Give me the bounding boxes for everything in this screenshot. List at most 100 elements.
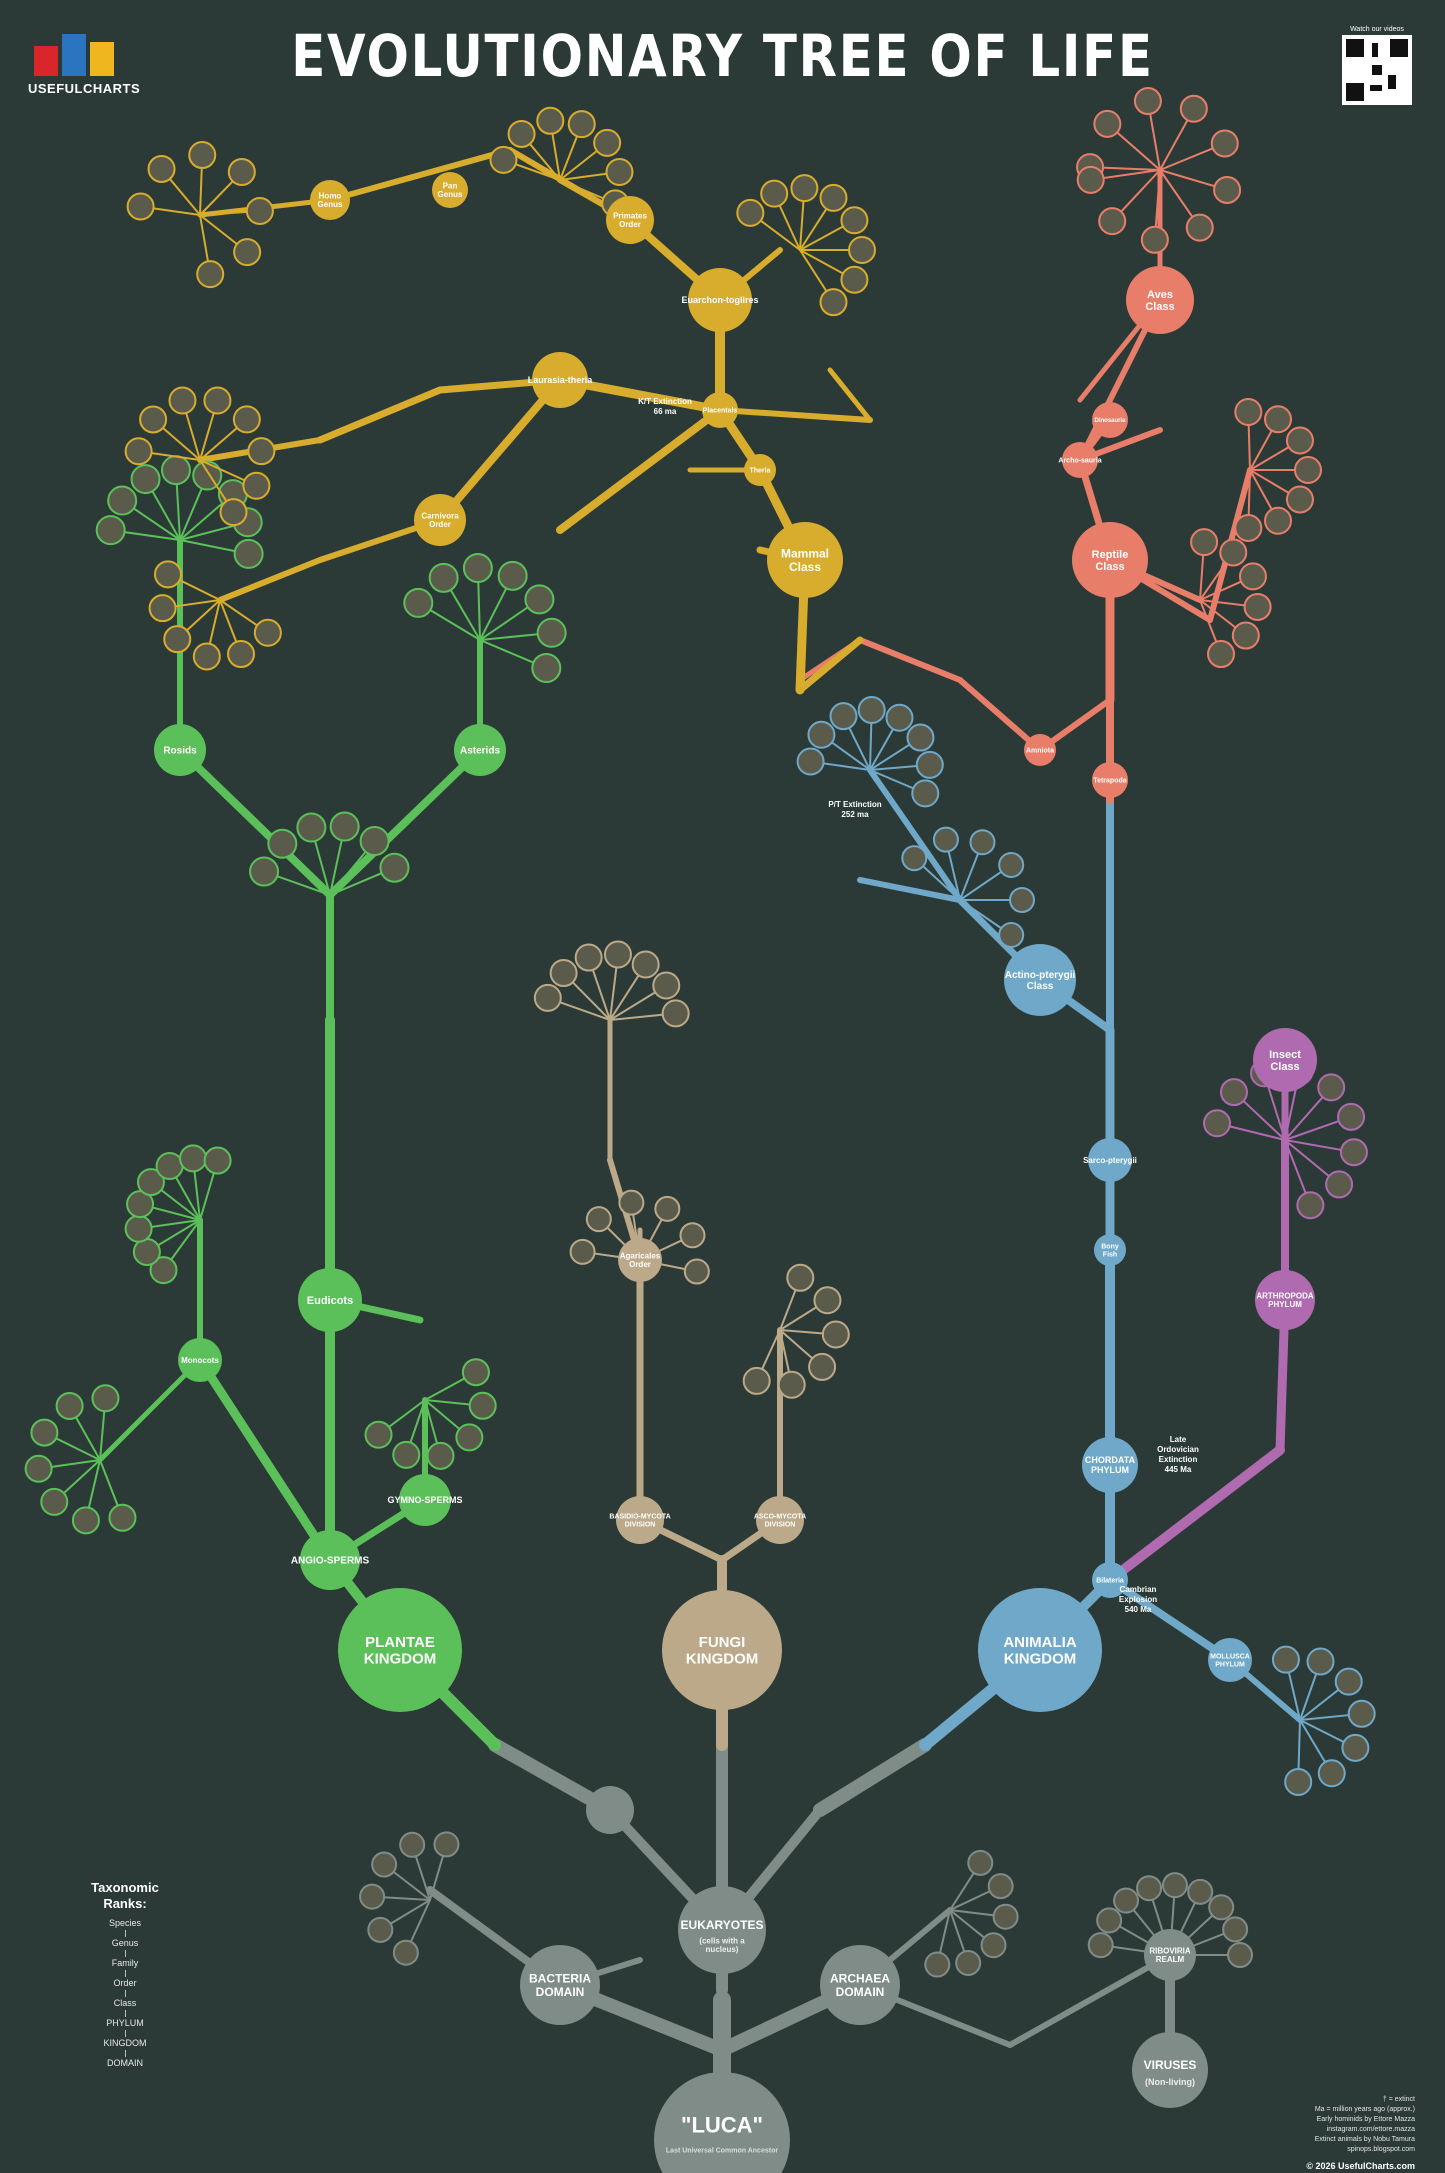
- organism-photo: [40, 1487, 69, 1516]
- organism-photo: [403, 587, 434, 618]
- branch: [1007, 1952, 1173, 2048]
- qr-code-block[interactable]: Watch our videos: [1339, 26, 1415, 105]
- euarchontoglires-node: [688, 268, 752, 332]
- organism-photo: [1306, 1647, 1335, 1676]
- qr-code-icon: [1342, 35, 1412, 105]
- bony-fish-label: Bony Fish: [1101, 1244, 1119, 1259]
- branch: [195, 1355, 335, 1565]
- organism-photo: [1222, 1916, 1249, 1943]
- branch: [316, 386, 444, 444]
- organism-photo: [760, 179, 789, 208]
- organism-photo: [71, 1506, 100, 1535]
- luca-node: [654, 2072, 790, 2173]
- organism-photo: [168, 386, 197, 415]
- organism-photo: [426, 1441, 455, 1470]
- pt-extinction-note: P/T Extinction 252 ma: [820, 800, 890, 820]
- organism-photo: [497, 560, 528, 591]
- organism-photo: [1161, 1872, 1188, 1899]
- organism-photo: [428, 562, 459, 593]
- organism-photo: [489, 145, 518, 174]
- organism-photo: [1093, 109, 1122, 138]
- organism-photo: [567, 110, 596, 139]
- branch: [957, 677, 1043, 753]
- credit-hominids-link[interactable]: instagram.com/ettore.mazza: [1326, 2126, 1415, 2133]
- mollusca-label: MOLLUSCA PHYLUM: [1210, 1654, 1250, 1669]
- branch: [97, 1357, 203, 1463]
- organism-photo: [1185, 213, 1214, 242]
- insect-label: Insect Class: [1269, 1049, 1301, 1073]
- organism-photo: [1264, 506, 1293, 535]
- organism-photo: [1096, 1907, 1123, 1934]
- organism-photo: [536, 106, 565, 135]
- organism-photo: [1219, 1078, 1248, 1107]
- organism-photo: [1264, 405, 1293, 434]
- organism-photo: [1341, 1733, 1370, 1762]
- rank-order: Order: [113, 1978, 137, 1988]
- agaricales-node: [618, 1238, 662, 1282]
- cambrian-age: 540 Ma: [1124, 1605, 1152, 1614]
- organism-photo: [1219, 538, 1248, 567]
- organism-photo: [371, 1851, 398, 1878]
- dinosauria-node: [1092, 402, 1128, 438]
- usefulcharts-logo[interactable]: USEFULCHARTS: [28, 28, 140, 98]
- organism-photo: [585, 1206, 612, 1233]
- pt-extinction-age: 252 ma: [841, 810, 869, 819]
- organism-photo: [603, 940, 632, 969]
- eukaryotes-sublabel: (cells with a nucleus): [699, 1936, 745, 1954]
- reptile-label: Reptile Class: [1092, 549, 1129, 573]
- ordovician-age: 445 Ma: [1164, 1465, 1192, 1474]
- organism-photo: [227, 157, 256, 186]
- luca-label: "LUCA": [681, 2113, 763, 2138]
- primates-node: [606, 196, 654, 244]
- organism-photo: [1231, 621, 1260, 650]
- rank-domain: DOMAIN: [107, 2058, 143, 2068]
- logo-bar-red: [34, 46, 58, 76]
- homo-node: [310, 180, 350, 220]
- organism-photo: [1113, 1887, 1140, 1914]
- organism-photo: [1213, 175, 1242, 204]
- page-title: EVOLUTIONARY TREE OF LIFE: [291, 22, 1154, 90]
- qr-caption: Watch our videos: [1350, 26, 1404, 33]
- organism-photo: [1285, 485, 1314, 514]
- sarcopterygii-label: Sarco-pterygii: [1083, 1156, 1137, 1165]
- ranks-title: Taxonomic Ranks:: [91, 1880, 159, 1911]
- organism-photo: [857, 696, 886, 725]
- organism-photo: [915, 750, 944, 779]
- gymnosperms-label: GYMNO-SPERMS: [387, 1495, 462, 1505]
- branch: [813, 1738, 932, 1817]
- organism-photo: [149, 1256, 178, 1285]
- organism-photo: [1285, 426, 1314, 455]
- fungi-node: [662, 1590, 782, 1710]
- archosauria-node: [1062, 442, 1098, 478]
- rosids-node: [154, 724, 206, 776]
- viruses-node: [1132, 2032, 1208, 2108]
- organism-photo: [1271, 1645, 1300, 1674]
- archaea-label: ARCHAEA DOMAIN: [830, 1972, 890, 1999]
- homo-label: Homo Genus: [318, 191, 343, 209]
- organism-photo: [267, 828, 298, 859]
- organism-photo: [1238, 562, 1267, 591]
- branch: [556, 406, 724, 534]
- rank-family: Family: [111, 1958, 139, 1968]
- organism-photo: [1227, 1942, 1253, 1968]
- organism-photo: [654, 1195, 681, 1222]
- brand-name: USEFULCHARTS: [28, 81, 141, 96]
- theria-node: [744, 454, 776, 486]
- organism-photo: [742, 1366, 771, 1395]
- credit-extinct-link[interactable]: spinops.blogspot.com: [1347, 2146, 1415, 2153]
- rank-kingdom: KINGDOM: [103, 2038, 147, 2048]
- organism-photo: [126, 192, 155, 221]
- organism-photo: [1136, 1875, 1163, 1902]
- arthropoda-label: ARTHROPODA PHYLUM: [1256, 1291, 1314, 1309]
- animalia-label: ANIMALIA KINGDOM: [1003, 1634, 1076, 1668]
- organism-photo: [1334, 1667, 1363, 1696]
- animalia-node: [978, 1588, 1102, 1712]
- organism-photo: [777, 1370, 806, 1399]
- tetrapoda-node: [1092, 762, 1128, 798]
- organism-photo: [924, 1951, 951, 1978]
- eudicots-label: Eudicots: [307, 1295, 353, 1307]
- logo-bar-blue: [62, 34, 86, 76]
- archaea-node: [820, 1945, 900, 2025]
- kt-extinction-age: 66 ma: [653, 407, 677, 416]
